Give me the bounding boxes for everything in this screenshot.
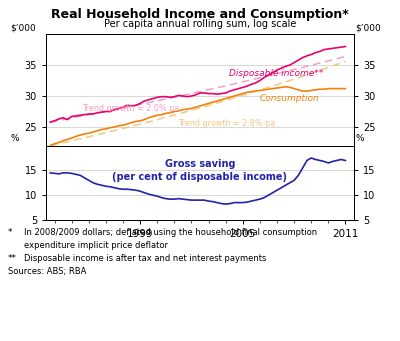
Text: Disposable income**: Disposable income** bbox=[229, 69, 323, 78]
Text: *: * bbox=[8, 228, 12, 237]
Text: $’000: $’000 bbox=[10, 24, 36, 33]
Text: Sources: ABS; RBA: Sources: ABS; RBA bbox=[8, 267, 86, 276]
Text: Consumption: Consumption bbox=[260, 94, 320, 103]
Text: %: % bbox=[10, 134, 19, 143]
Text: Disposable income is after tax and net interest payments: Disposable income is after tax and net i… bbox=[24, 254, 266, 263]
Text: (per cent of disposable income): (per cent of disposable income) bbox=[112, 172, 288, 182]
Text: **: ** bbox=[8, 254, 17, 263]
Text: Trend growth = 2.0% pa: Trend growth = 2.0% pa bbox=[82, 104, 179, 113]
Text: expenditure implicit price deflator: expenditure implicit price deflator bbox=[24, 241, 168, 250]
Text: Gross saving: Gross saving bbox=[165, 159, 235, 169]
Text: %: % bbox=[356, 134, 364, 143]
Text: Trend growth = 2.8% pa: Trend growth = 2.8% pa bbox=[178, 119, 275, 128]
Text: Real Household Income and Consumption*: Real Household Income and Consumption* bbox=[51, 8, 349, 20]
Text: Per capita annual rolling sum, log scale: Per capita annual rolling sum, log scale bbox=[104, 19, 296, 29]
Text: In 2008/2009 dollars; deflated using the household final consumption: In 2008/2009 dollars; deflated using the… bbox=[24, 228, 317, 237]
Text: $’000: $’000 bbox=[356, 24, 381, 33]
